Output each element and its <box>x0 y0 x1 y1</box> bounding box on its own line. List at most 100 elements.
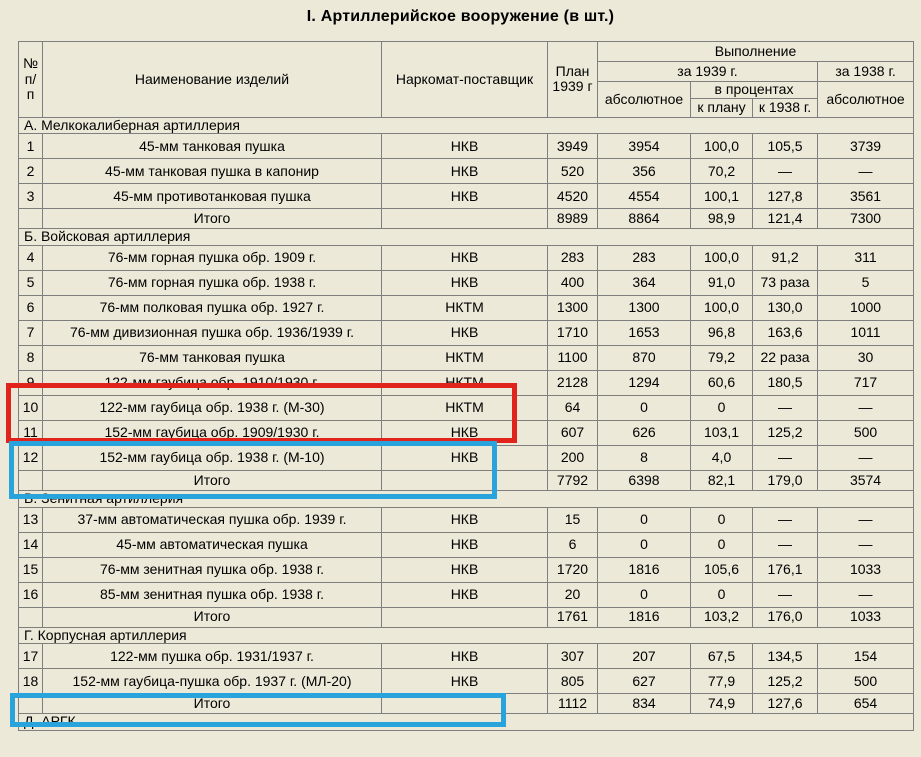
cell-absolute-1939: 626 <box>597 420 691 447</box>
table-row: 8 76-мм танковая пушка НКТМ 1100 870 79,2 22 р… <box>18 345 915 372</box>
cell-to-1938: — <box>752 531 818 558</box>
table-row: 13 37-мм автоматическая пушка обр. 1939 г… <box>18 506 915 533</box>
cell-absolute-1939: 0 <box>597 506 691 533</box>
table-row: 1 45-мм танковая пушка НКВ 3949 3954 100,0 105… <box>18 133 915 160</box>
cell-to-1938: 179,0 <box>752 470 818 492</box>
table-row: 5 76-мм горная пушка обр. 1938 г. НКВ 400 36… <box>18 270 915 297</box>
cell-absolute-1939: 1653 <box>597 320 691 347</box>
cell-num: 17 <box>18 643 43 670</box>
col-header-plan: План 1939 г <box>547 41 598 118</box>
table-row: 18 152-мм гаубица-пушка обр. 1937 г. (МЛ-… <box>18 668 915 695</box>
cell-name: 76-мм полковая пушка обр. 1927 г. <box>42 295 382 322</box>
cell-to-1938: 176,0 <box>752 606 818 628</box>
table-row: 15 76-мм зенитная пушка обр. 1938 г. НКВ 17… <box>18 556 915 583</box>
table-row: 11 152-мм гаубица обр. 1909/1930 г. НКВ 607… <box>18 420 915 447</box>
cell-absolute-1938: — <box>816 158 915 185</box>
cell-plan: 15 <box>547 506 598 533</box>
table-row: 14 45-мм автоматическая пушка НКВ 6 0 0— — <box>18 531 915 558</box>
cell-absolute-1939: 834 <box>597 693 691 715</box>
cell-absolute-1938: 7300 <box>816 208 915 230</box>
cell-supplier: НКВ <box>381 556 548 583</box>
total-row: Итого 8989 8864 98,9 121,4 7300 <box>18 208 915 230</box>
cell-to-1938: 125,2 <box>752 420 818 447</box>
cell-absolute-1938: 1033 <box>816 606 915 628</box>
cell-supplier <box>381 693 548 715</box>
section-header-row: Г. Корпусная артиллерия <box>17 626 915 645</box>
cell-absolute-1939: 4554 <box>597 183 691 210</box>
cell-plan: 283 <box>547 245 598 272</box>
cell-plan: 1720 <box>547 556 598 583</box>
cell-num: 5 <box>18 270 43 297</box>
cell-to-1938: 127,8 <box>752 183 818 210</box>
cell-to-1938: 180,5 <box>752 370 818 397</box>
cell-absolute-1939: 3954 <box>597 133 691 160</box>
cell-to-plan: 105,6 <box>690 556 753 583</box>
cell-supplier: НКВ <box>381 445 548 472</box>
cell-to-1938: 73 раза <box>752 270 818 297</box>
cell-to-1938: — <box>752 158 818 185</box>
cell-num: 2 <box>18 158 43 185</box>
cell-name: 152-мм гаубица-пушка обр. 1937 г. (МЛ-20… <box>42 668 382 695</box>
cell-name: 152-мм гаубица обр. 1938 г. (М-10) <box>42 445 382 472</box>
cell-num: 10 <box>18 395 43 422</box>
cell-plan: 200 <box>547 445 598 472</box>
section-header-row: Б. Войсковая артиллерия <box>17 228 915 247</box>
cell-to-plan: 100,0 <box>690 245 753 272</box>
cell-absolute-1939: 1816 <box>597 556 691 583</box>
cell-num: 3 <box>18 183 43 210</box>
cell-absolute-1939: 0 <box>597 581 691 608</box>
cell-supplier <box>381 470 548 492</box>
cell-absolute-1938: — <box>816 395 915 422</box>
cell-to-plan: 77,9 <box>690 668 753 695</box>
cell-absolute-1938: 654 <box>816 693 915 715</box>
cell-num: 1 <box>18 133 43 160</box>
cell-supplier: НКВ <box>381 643 548 670</box>
col-header-to-plan: к плану <box>690 97 753 118</box>
cell-plan: 520 <box>547 158 598 185</box>
cell-supplier: НКВ <box>381 531 548 558</box>
cell-supplier: НКВ <box>381 270 548 297</box>
cell-to-plan: 100,0 <box>690 295 753 322</box>
cell-to-1938: 130,0 <box>752 295 818 322</box>
cell-supplier: НКВ <box>381 506 548 533</box>
cell-absolute-1938: — <box>816 581 915 608</box>
cell-num: 12 <box>18 445 43 472</box>
cell-supplier: НКВ <box>381 581 548 608</box>
col-header-fulfillment: Выполнение <box>596 41 915 62</box>
table-row: 6 76-мм полковая пушка обр. 1927 г. НКТМ 13… <box>18 295 915 322</box>
cell-absolute-1938: 1000 <box>816 295 915 322</box>
table-row: 3 45-мм противотанковая пушка НКВ 4520 4554 1… <box>18 183 915 210</box>
cell-plan: 7792 <box>547 470 598 492</box>
cell-supplier: НКВ <box>381 668 548 695</box>
cell-to-1938: 125,2 <box>752 668 818 695</box>
cell-to-1938: 176,1 <box>752 556 818 583</box>
cell-name: 76-мм дивизионная пушка обр. 1936/1939 г… <box>42 320 382 347</box>
page-title: I. Артиллерийское вооружение (в шт.) <box>306 8 615 25</box>
cell-num <box>18 693 43 715</box>
col-header-num: № п/п <box>18 41 43 118</box>
table-row: 16 85-мм зенитная пушка обр. 1938 г. НКВ 20… <box>18 581 915 608</box>
cell-to-plan: 67,5 <box>690 643 753 670</box>
col-header-to-1938: к 1938 г. <box>752 97 818 118</box>
cell-name: 76-мм зенитная пушка обр. 1938 г. <box>42 556 382 583</box>
cell-supplier: НКВ <box>381 183 548 210</box>
cell-name: 76-мм горная пушка обр. 1909 г. <box>42 245 382 272</box>
cell-absolute-1938: 717 <box>816 370 915 397</box>
cell-to-plan: 103,1 <box>690 420 753 447</box>
cell-absolute-1939: 8864 <box>597 208 691 230</box>
cell-absolute-1938: 154 <box>816 643 915 670</box>
cell-to-1938: 121,4 <box>752 208 818 230</box>
cell-plan: 64 <box>547 395 598 422</box>
cell-supplier: НКТМ <box>381 295 548 322</box>
cell-name: 122-мм гаубица обр. 1910/1930 г. <box>42 370 382 397</box>
cell-num: 15 <box>18 556 43 583</box>
cell-absolute-1939: 6398 <box>597 470 691 492</box>
cell-supplier <box>381 606 548 628</box>
cell-to-plan: 74,9 <box>690 693 753 715</box>
cell-plan: 1710 <box>547 320 598 347</box>
cell-plan: 4520 <box>547 183 598 210</box>
cell-to-1938: 134,5 <box>752 643 818 670</box>
cell-num <box>18 208 43 230</box>
table-row: 12 152-мм гаубица обр. 1938 г. (М-10) НКВ 2… <box>18 445 915 472</box>
cell-absolute-1938: 311 <box>816 245 915 272</box>
